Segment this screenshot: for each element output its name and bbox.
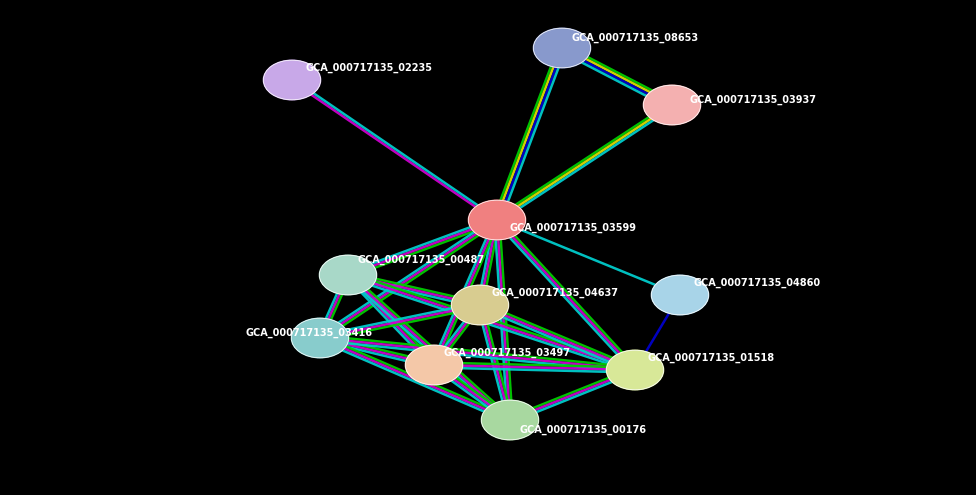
Ellipse shape (534, 28, 590, 68)
Text: GCA_000717135_03599: GCA_000717135_03599 (510, 223, 637, 233)
Text: GCA_000717135_01518: GCA_000717135_01518 (648, 353, 775, 363)
Text: GCA_000717135_03497: GCA_000717135_03497 (443, 348, 570, 358)
Text: GCA_000717135_00176: GCA_000717135_00176 (520, 425, 647, 435)
Text: GCA_000717135_03416: GCA_000717135_03416 (245, 328, 372, 338)
Ellipse shape (319, 255, 377, 295)
Ellipse shape (651, 275, 709, 315)
Text: GCA_000717135_03937: GCA_000717135_03937 (690, 95, 817, 105)
Text: GCA_000717135_04860: GCA_000717135_04860 (694, 278, 821, 288)
Ellipse shape (264, 60, 320, 100)
Ellipse shape (405, 345, 463, 385)
Text: GCA_000717135_08653: GCA_000717135_08653 (572, 33, 699, 43)
Ellipse shape (468, 200, 526, 240)
Text: GCA_000717135_02235: GCA_000717135_02235 (305, 63, 432, 73)
Ellipse shape (292, 318, 348, 358)
Ellipse shape (451, 285, 508, 325)
Text: GCA_000717135_04637: GCA_000717135_04637 (492, 288, 619, 298)
Ellipse shape (481, 400, 539, 440)
Ellipse shape (606, 350, 664, 390)
Text: GCA_000717135_00487: GCA_000717135_00487 (358, 255, 485, 265)
Ellipse shape (643, 85, 701, 125)
